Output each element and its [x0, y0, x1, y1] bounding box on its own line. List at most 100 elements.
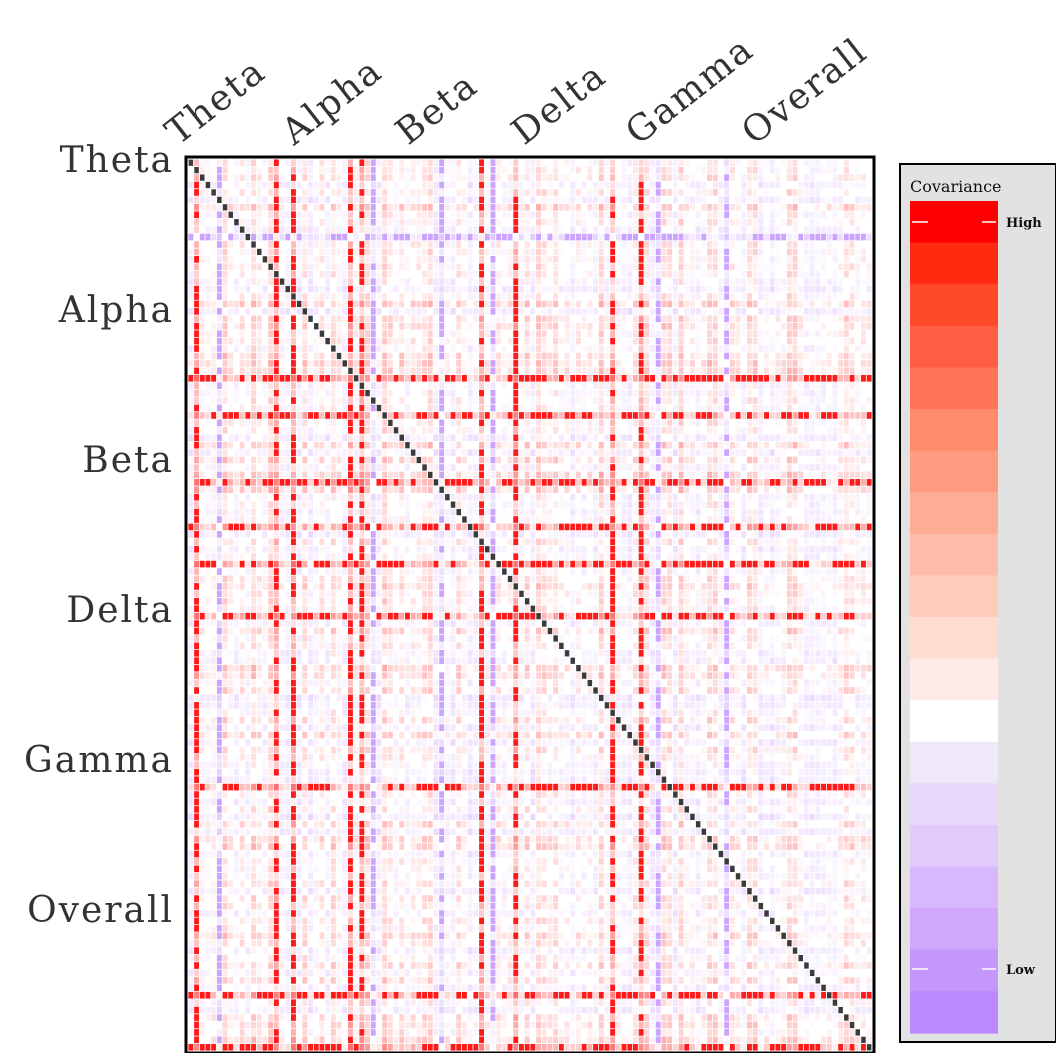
heatmap-cell [188, 278, 194, 285]
heatmap-cell [661, 166, 667, 174]
heatmap-cell [536, 322, 541, 330]
heatmap-cell [467, 174, 473, 181]
heatmap-cell [587, 374, 593, 382]
heatmap-cell [764, 263, 769, 271]
heatmap-cell [279, 486, 285, 494]
heatmap-cell [501, 404, 507, 412]
heatmap-cell [405, 360, 410, 367]
heatmap-cell [393, 441, 399, 449]
heatmap-cell [809, 196, 815, 204]
heatmap-cell [507, 181, 513, 189]
heatmap-cell [422, 300, 427, 308]
heatmap-cell [348, 531, 353, 538]
heatmap-cell [479, 389, 484, 397]
heatmap-cell [524, 464, 530, 471]
heatmap-cell [319, 218, 325, 226]
heatmap-cell [747, 493, 752, 501]
heatmap-cell [370, 538, 376, 546]
heatmap-cell [501, 523, 507, 531]
heatmap-cell [279, 382, 285, 390]
heatmap-cell [251, 471, 256, 479]
heatmap-cell [815, 434, 821, 442]
heatmap-cell [667, 337, 673, 345]
heatmap-cell [718, 211, 724, 219]
heatmap-cell [262, 464, 268, 471]
heatmap-cell [319, 159, 325, 167]
heatmap-cell [672, 382, 678, 390]
heatmap-cell [627, 538, 633, 546]
heatmap-cell [439, 278, 445, 285]
heatmap-cell [365, 352, 370, 360]
heatmap-cell [655, 166, 661, 174]
heatmap-cell [336, 233, 342, 241]
heatmap-cell [222, 315, 228, 323]
heatmap-cell [815, 479, 821, 486]
heatmap-cell [405, 218, 410, 226]
heatmap-cell [433, 471, 439, 479]
heatmap-cell [234, 226, 239, 233]
heatmap-cell [792, 285, 798, 293]
heatmap-cell [325, 181, 331, 189]
heatmap-cell [387, 441, 393, 449]
heatmap-cell [245, 278, 251, 285]
heatmap-cell [615, 456, 621, 464]
heatmap-cell [342, 493, 348, 501]
heatmap-cell [291, 315, 296, 323]
heatmap-cell [496, 456, 502, 464]
heatmap-cell [462, 493, 467, 501]
heatmap-cell [188, 382, 194, 390]
heatmap-cell [672, 360, 678, 367]
heatmap-cell [650, 330, 655, 337]
heatmap-cell [838, 434, 844, 442]
heatmap-cell [781, 300, 787, 308]
heatmap-cell [758, 196, 764, 204]
heatmap-cell [655, 226, 661, 233]
heatmap-cell [308, 345, 313, 352]
heatmap-cell [501, 545, 507, 553]
heatmap-cell [234, 531, 239, 538]
heatmap-cell [279, 248, 285, 256]
heatmap-cell [610, 360, 616, 367]
heatmap-cell [815, 374, 821, 382]
heatmap-cell [462, 189, 467, 196]
heatmap-cell [866, 278, 872, 285]
heatmap-cell [701, 449, 707, 456]
heatmap-cell [410, 523, 416, 531]
heatmap-cell [752, 241, 758, 248]
heatmap-cell [541, 404, 547, 412]
heatmap-cell [467, 382, 473, 390]
heatmap-cell [627, 464, 633, 471]
heatmap-cell [655, 374, 661, 382]
heatmap-cell [838, 315, 844, 323]
heatmap-cell [661, 189, 667, 196]
heatmap-cell [199, 389, 205, 397]
heatmap-cell [325, 404, 331, 412]
heatmap-cell [838, 419, 844, 427]
heatmap-cell [194, 174, 199, 181]
heatmap-cell [490, 159, 496, 167]
heatmap-cell [644, 389, 650, 397]
heatmap-cell [393, 166, 399, 174]
heatmap-cell [387, 218, 393, 226]
heatmap-cell [712, 397, 718, 404]
heatmap-cell [798, 434, 804, 442]
heatmap-cell [661, 486, 667, 494]
heatmap-cell [194, 479, 199, 486]
heatmap-cell [792, 315, 798, 323]
heatmap-cell [627, 330, 633, 337]
heatmap-cell [604, 404, 610, 412]
heatmap-cell [330, 248, 336, 256]
heatmap-cell [416, 322, 422, 330]
heatmap-cell [826, 545, 832, 553]
heatmap-cell [861, 308, 866, 315]
heatmap-cell [604, 516, 610, 523]
heatmap-cell [268, 508, 274, 516]
heatmap-cell [729, 330, 735, 337]
heatmap-cell [718, 538, 724, 546]
heatmap-cell [473, 545, 479, 553]
heatmap-cell [661, 479, 667, 486]
heatmap-cell [855, 270, 861, 278]
heatmap-cell [786, 479, 792, 486]
heatmap-cell [325, 211, 331, 219]
heatmap-cell [804, 226, 809, 233]
